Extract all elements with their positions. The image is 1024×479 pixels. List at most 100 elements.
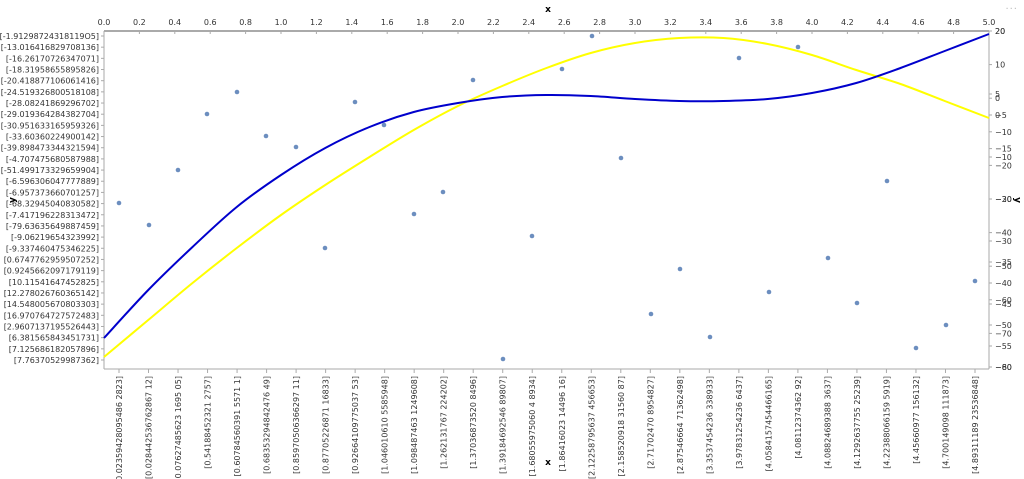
right-tick-label: −10 xyxy=(995,153,1012,162)
data-point xyxy=(972,278,978,284)
bottom-tick-label: [4.1292637755 25239] xyxy=(853,376,862,469)
right-tick-label: −60 xyxy=(995,363,1012,372)
right-axis-ticks: 20100−5−10−15−20−30−40−50−60−70−802050−1… xyxy=(989,27,1012,372)
bottom-tick-label: [2.12258795637 456653] xyxy=(587,376,596,479)
bottom-tick-label: [1.098487463 1249608] xyxy=(410,376,419,474)
top-tick-label: 5.0 xyxy=(983,18,996,27)
right-tick-label: 20 xyxy=(995,27,1005,36)
data-point xyxy=(352,99,358,105)
left-tick-label: [-18.31958655895826] xyxy=(6,66,99,75)
right-tick-label: −60 xyxy=(995,296,1012,305)
left-tick-label: [-13.016416829708136] xyxy=(1,43,99,52)
left-tick-label: [16.970764727572483] xyxy=(4,311,99,320)
data-point xyxy=(204,111,210,117)
top-tick-label: 0.2 xyxy=(133,18,146,27)
data-point xyxy=(500,356,506,362)
left-tick-label: [-29.019364284382704] xyxy=(1,110,99,119)
left-tick-label: [-39.898473344321594] xyxy=(1,144,99,153)
bottom-tick-label: [1.39184692546 89807] xyxy=(499,376,508,474)
right-tick-label: −45 xyxy=(995,300,1012,309)
left-tick-label: [0.6747762959507252] xyxy=(4,255,99,264)
bottom-tick-label: [1.37036873520 8496] xyxy=(469,376,478,469)
scatter-points xyxy=(116,33,978,362)
top-tick-label: 4.2 xyxy=(841,18,854,27)
top-tick-label: 3.6 xyxy=(735,18,748,27)
bottom-tick-label: [0.85970506366297 11] xyxy=(292,376,301,474)
top-tick-label: 0.6 xyxy=(204,18,217,27)
bottom-tick-label: [1.86416023 14496 16] xyxy=(558,376,567,471)
more-options-icon[interactable]: ··· xyxy=(1005,4,1018,15)
bottom-tick-label: [0.87705226871 16833] xyxy=(322,376,331,474)
bottom-tick-label: [2.158520918 31560 87] xyxy=(617,376,626,476)
top-tick-label: 2.8 xyxy=(593,18,606,27)
left-tick-label: [-7.417196228313472] xyxy=(6,211,99,220)
data-point xyxy=(175,167,181,173)
left-tick-label: [7.125686182057896] xyxy=(9,345,99,354)
data-point xyxy=(766,289,772,295)
data-point xyxy=(116,200,122,206)
right-tick-label: −5 xyxy=(995,111,1007,120)
left-tick-label: [-1.91298724318119O5] xyxy=(0,32,99,41)
data-point xyxy=(707,334,713,340)
bottom-tick-label: [4.0584157454466165] xyxy=(764,376,773,471)
top-tick-label: 1.6 xyxy=(381,18,394,27)
yellow-fit-curve xyxy=(103,36,990,358)
right-tick-label: 0 xyxy=(995,94,1000,103)
left-tick-label: [10.11541647452825] xyxy=(9,278,99,287)
right-tick-label: −40 xyxy=(995,279,1012,288)
left-tick-label: [-16.26170726347071] xyxy=(6,54,99,63)
top-tick-label: 3.2 xyxy=(664,18,677,27)
top-tick-label: 1.4 xyxy=(345,18,358,27)
right-tick-label: −70 xyxy=(995,329,1012,338)
top-tick-label: 2.2 xyxy=(487,18,500,27)
data-point xyxy=(470,77,476,83)
top-tick-label: 4.6 xyxy=(912,18,925,27)
data-point xyxy=(559,66,565,72)
right-tick-label: −15 xyxy=(995,145,1012,154)
bottom-tick-label: [0.68353294842476 49] xyxy=(263,376,272,474)
top-tick-label: 1.0 xyxy=(275,18,288,27)
bottom-tick-label: [1.68055975060 4 8934] xyxy=(528,376,537,476)
data-point xyxy=(913,345,919,351)
bottom-tick-label: [0.54188452321 2757] xyxy=(204,376,213,469)
data-point xyxy=(884,178,890,184)
top-tick-label: 3.8 xyxy=(770,18,783,27)
data-point xyxy=(854,300,860,306)
right-tick-label: −50 xyxy=(995,321,1012,330)
bottom-tick-label: [1.046010610 5585948] xyxy=(381,376,390,474)
bottom-tick-label: [4.08112374362 92] xyxy=(794,376,803,459)
left-tick-label: [7.76370529987362] xyxy=(14,356,99,365)
left-axis-ticks: [-1.91298724318119O5] [-13.01641682970813… xyxy=(0,32,104,365)
data-point xyxy=(795,44,801,50)
left-tick-label: [-6.957373660701257] xyxy=(6,188,99,197)
left-tick-label: [0.9245662097179119] xyxy=(4,267,99,276)
data-point xyxy=(440,189,446,195)
right-tick-label: −80 xyxy=(995,363,1012,372)
bottom-tick-label: [3.97831254236 6437] xyxy=(735,376,744,469)
top-tick-label: 4.8 xyxy=(947,18,960,27)
bottom-tick-label: [4.22388066159 5919] xyxy=(882,376,891,469)
data-point xyxy=(677,266,683,272)
data-point xyxy=(293,144,299,150)
left-tick-label: [-51.499173329659904] xyxy=(1,166,99,175)
bottom-axis-ticks: [0.02359428095486 2823] [0.02844253676286… xyxy=(115,369,980,479)
left-tick-label: [-9.06219654323992] xyxy=(11,233,99,242)
top-tick-label: 4.4 xyxy=(876,18,889,27)
bottom-tick-label: [4.89311189 23536848] xyxy=(971,376,980,474)
bottom-tick-label: [2.87546664 71362498] xyxy=(676,376,685,474)
top-tick-label: 4.0 xyxy=(806,18,819,27)
blue-fit-curve xyxy=(103,33,990,339)
top-tick-label: 0.4 xyxy=(168,18,181,27)
top-tick-label: 0.0 xyxy=(98,18,111,27)
bottom-tick-label: [0.92664109775037 53] xyxy=(351,376,360,474)
bottom-tick-label: [4.45660977 156132] xyxy=(912,376,921,464)
data-point xyxy=(736,55,742,61)
left-tick-label: [14.548005670803303] xyxy=(4,300,99,309)
right-tick-label: −10 xyxy=(995,128,1012,137)
left-tick-label: [-79.63635649887459] xyxy=(6,222,99,231)
data-point xyxy=(322,245,328,251)
left-tick-label: [-28.08241869296702] xyxy=(6,99,99,108)
data-point xyxy=(234,89,240,95)
top-axis-title: x xyxy=(545,5,551,15)
bottom-tick-label: [0.028442536762867 12] xyxy=(145,376,154,479)
